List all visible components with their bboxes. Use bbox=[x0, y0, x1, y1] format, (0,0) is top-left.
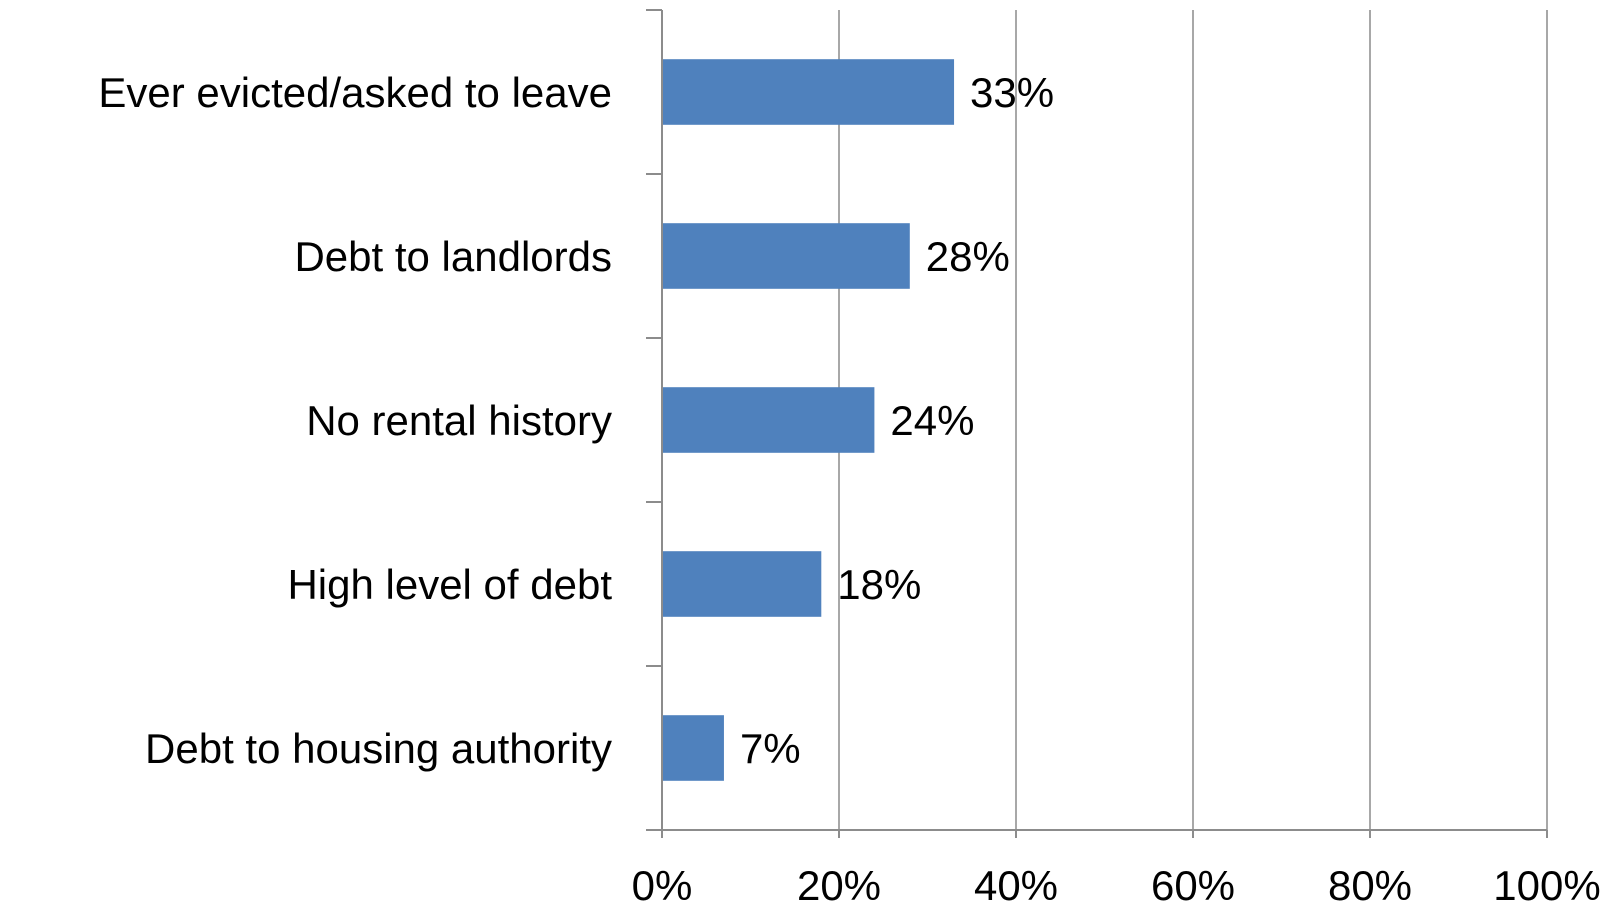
grid-layer bbox=[838, 10, 1548, 830]
x-tick-label: 100% bbox=[1493, 862, 1600, 909]
category-label: Ever evicted/asked to leave bbox=[98, 69, 612, 116]
data-label: 33% bbox=[970, 69, 1054, 116]
data-label: 28% bbox=[926, 233, 1010, 280]
bar bbox=[662, 59, 955, 125]
x-tick-label: 40% bbox=[974, 862, 1058, 909]
label-layer: 0% 20% 40% 60% 80% 100% Ever evicted/asked to … bbox=[98, 69, 1600, 909]
category-label: No rental history bbox=[306, 397, 612, 444]
bar bbox=[662, 387, 875, 453]
bar bbox=[662, 715, 724, 781]
data-label: 7% bbox=[740, 725, 801, 772]
category-label: Debt to landlords bbox=[294, 233, 612, 280]
data-label: 18% bbox=[837, 561, 921, 608]
bar bbox=[662, 551, 822, 617]
bar-layer bbox=[662, 59, 955, 781]
bar bbox=[662, 223, 910, 289]
x-tick-label: 20% bbox=[797, 862, 881, 909]
category-label: Debt to housing authority bbox=[145, 725, 612, 772]
axis-layer bbox=[646, 9, 1548, 838]
data-label: 24% bbox=[890, 397, 974, 444]
category-label: High level of debt bbox=[287, 561, 612, 608]
x-tick-label: 80% bbox=[1328, 862, 1412, 909]
x-tick-label: 0% bbox=[632, 862, 693, 909]
x-tick-label: 60% bbox=[1151, 862, 1235, 909]
